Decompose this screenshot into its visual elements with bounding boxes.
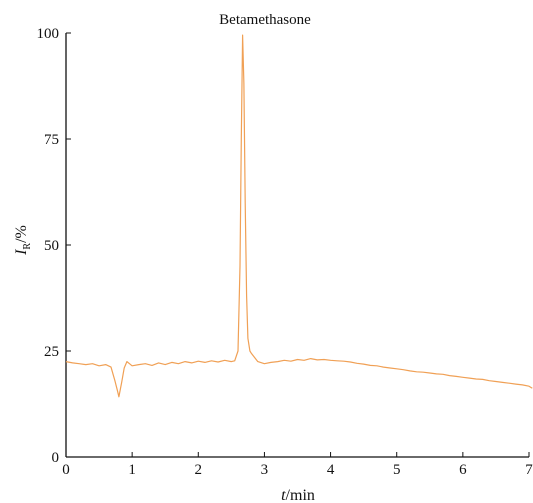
peak-annotation-betamethasone: Betamethasone xyxy=(219,12,311,28)
x-axis-label-symbol: t xyxy=(281,487,286,503)
x-tick-label: 5 xyxy=(393,462,401,478)
x-axis-label-unit: /min xyxy=(286,487,315,503)
x-tick-label: 3 xyxy=(261,462,269,478)
y-tick-label: 0 xyxy=(52,450,60,466)
tick-group: 0 1 2 3 4 5 6 7 0 25 50 75 100 xyxy=(37,26,533,478)
x-tick-label: 4 xyxy=(327,462,335,478)
y-axis-label-unit: /% xyxy=(13,225,30,243)
series-line-0 xyxy=(65,34,533,398)
y-tick-label: 25 xyxy=(44,344,59,360)
y-tick-label: 75 xyxy=(44,132,59,148)
y-tick-label: 100 xyxy=(37,26,60,42)
x-axis-label: t/min xyxy=(281,487,315,503)
y-axis-label-subscript: R xyxy=(22,243,33,250)
x-tick-label: 0 xyxy=(62,462,70,478)
y-axis-label-symbol: I xyxy=(13,249,30,256)
x-tick-label: 7 xyxy=(525,462,533,478)
axes xyxy=(65,33,529,458)
y-tick-label: 50 xyxy=(44,238,59,254)
y-axis-label: IR/% xyxy=(13,225,33,256)
x-tick-label: 2 xyxy=(195,462,203,478)
x-tick-label: 6 xyxy=(459,462,467,478)
x-tick-label: 1 xyxy=(128,462,136,478)
series-group xyxy=(65,34,533,398)
